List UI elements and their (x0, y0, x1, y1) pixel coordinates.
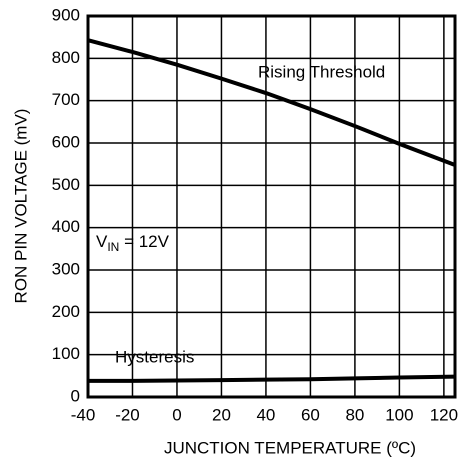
x-tick-label: 20 (212, 405, 231, 424)
line-series (87, 38, 456, 167)
series-label: Hysteresis (115, 347, 194, 366)
y-tick-label: 900 (52, 5, 80, 24)
y-tick-label: 100 (52, 344, 80, 363)
x-tick-label: 120 (430, 405, 458, 424)
line-series (88, 374, 456, 383)
y-axis-label: RON PIN VOLTAGE (mV) (11, 109, 30, 304)
x-tick-label: 60 (301, 405, 320, 424)
x-tick-label: -20 (115, 405, 140, 424)
series-label: Rising Threshold (258, 62, 385, 81)
y-tick-label: 700 (52, 90, 80, 109)
annotation: VIN = 12V (96, 232, 170, 254)
y-tick-label: 800 (52, 48, 80, 67)
y-tick-label: 200 (52, 302, 80, 321)
y-tick-label: 600 (52, 132, 80, 151)
plot-frame (86, 14, 457, 399)
x-tick-label: -40 (71, 405, 96, 424)
y-tick-label: 500 (52, 175, 80, 194)
annotation-part: V (96, 232, 108, 251)
x-tick-label: 80 (345, 405, 364, 424)
x-tick-label: 40 (256, 405, 275, 424)
annotation-part: = 12V (119, 232, 169, 251)
x-tick-label: 0 (172, 405, 181, 424)
annotation-part: IN (107, 240, 119, 254)
x-tick-label: 100 (385, 405, 413, 424)
y-tick-label: 300 (52, 259, 80, 278)
y-tick-label: 400 (52, 217, 80, 236)
y-tick-label: 0 (71, 386, 80, 405)
x-axis-label: JUNCTION TEMPERATURE (ºC) (164, 438, 416, 457)
